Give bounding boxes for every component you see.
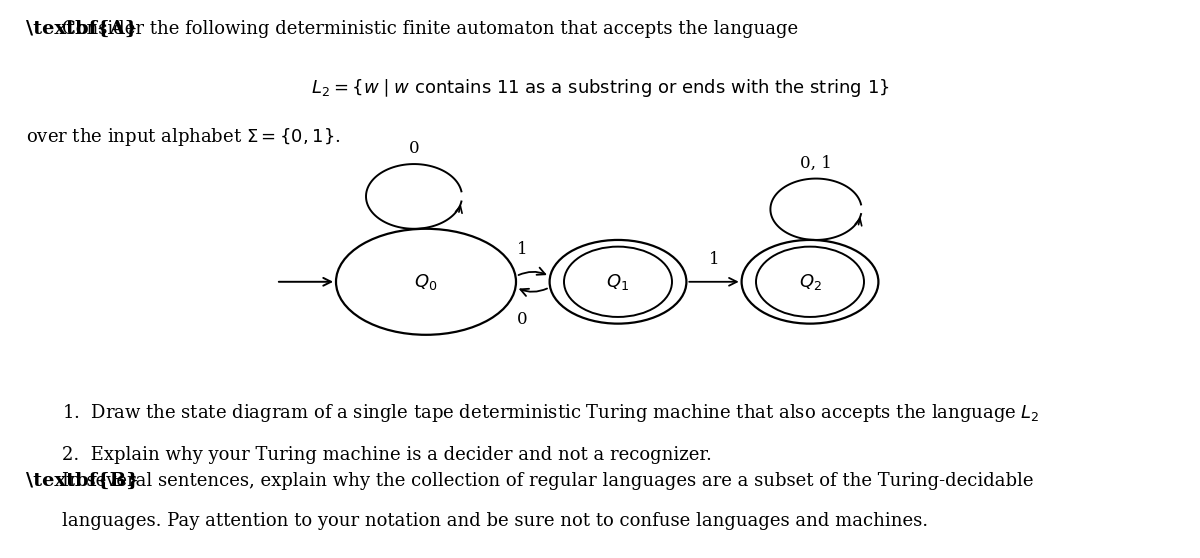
- Text: \textbf{B}: \textbf{B}: [26, 472, 139, 489]
- Text: $L_2 = \{w \mid w \text{ contains 11 as a substring or ends with the string 1}\}: $L_2 = \{w \mid w \text{ contains 11 as …: [311, 77, 889, 99]
- Text: 2.  Explain why your Turing machine is a decider and not a recognizer.: 2. Explain why your Turing machine is a …: [62, 446, 713, 464]
- Text: $Q_1$: $Q_1$: [606, 272, 630, 292]
- Text: languages. Pay attention to your notation and be sure not to confuse languages a: languages. Pay attention to your notatio…: [62, 512, 929, 530]
- Text: Consider the following deterministic finite automaton that accepts the language: Consider the following deterministic fin…: [62, 20, 798, 37]
- Text: over the input alphabet $\Sigma = \{0, 1\}$.: over the input alphabet $\Sigma = \{0, 1…: [26, 126, 341, 147]
- Text: 0, 1: 0, 1: [800, 155, 832, 172]
- Text: $Q_0$: $Q_0$: [414, 272, 438, 292]
- Text: $Q_2$: $Q_2$: [798, 272, 822, 292]
- Text: 1.  Draw the state diagram of a single tape deterministic Turing machine that al: 1. Draw the state diagram of a single ta…: [62, 402, 1040, 424]
- Text: 1: 1: [517, 241, 527, 258]
- Text: 0: 0: [409, 141, 419, 157]
- Text: 1: 1: [709, 251, 719, 268]
- Text: 0: 0: [517, 311, 527, 328]
- Text: \textbf{A}: \textbf{A}: [26, 20, 138, 37]
- Text: In several sentences, explain why the collection of regular languages are a subs: In several sentences, explain why the co…: [62, 472, 1034, 489]
